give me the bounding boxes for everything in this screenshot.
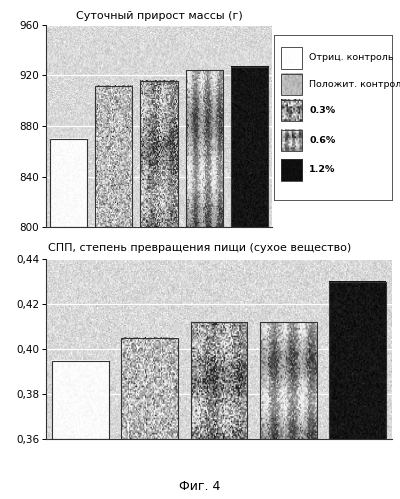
Bar (260, 322, 316, 439)
Bar (191, 322, 247, 439)
Bar (140, 80, 178, 227)
Text: Фиг. 4: Фиг. 4 (179, 480, 221, 493)
Title: Суточный прирост массы (г): Суточный прирост массы (г) (76, 11, 242, 21)
Text: Отриц. контроль: Отриц. контроль (310, 53, 394, 62)
Bar (329, 282, 386, 439)
Bar (186, 70, 223, 227)
Text: 1.2%: 1.2% (310, 166, 336, 175)
Text: 0.6%: 0.6% (310, 136, 336, 145)
Bar (122, 338, 178, 439)
Text: 0.3%: 0.3% (310, 106, 336, 115)
Bar (50, 139, 87, 227)
Text: Положит. контроль: Положит. контроль (310, 80, 400, 89)
Bar (52, 360, 109, 439)
Text: СПП, степень превращения пищи (сухое вещество): СПП, степень превращения пищи (сухое вещ… (48, 244, 352, 253)
Bar (231, 67, 268, 227)
Bar (95, 86, 132, 227)
